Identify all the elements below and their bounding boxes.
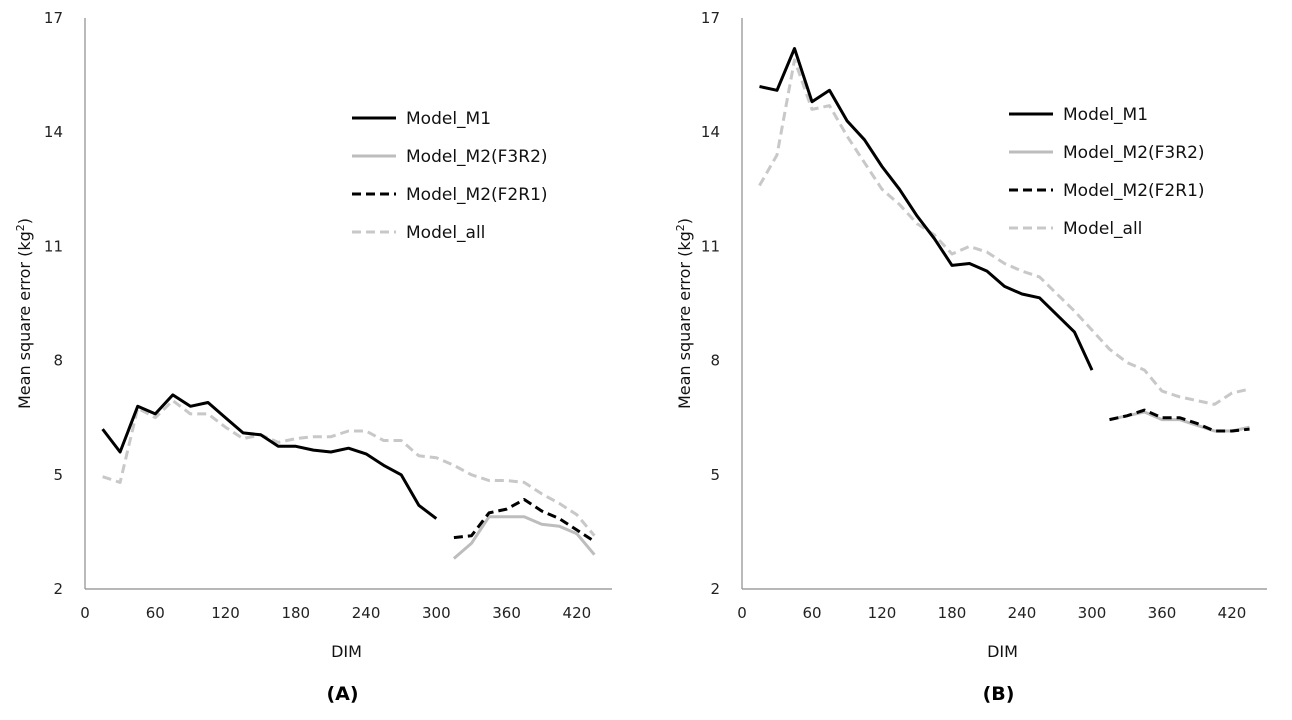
y-tick-label: 11 — [701, 237, 720, 255]
x-tick-label: 120 — [211, 604, 240, 622]
chart-panel-1: 2 5 8 11 14 17 0 60 120 180 240 300 360 420 DIM Mean sq… — [14, 9, 612, 705]
y-axis-label-end: ) — [15, 218, 34, 224]
y-tick-label: 17 — [701, 9, 720, 27]
legend-label: Model_M2(F3R2) — [1063, 143, 1205, 163]
series-line-model-m2-f2r1 — [1109, 408, 1250, 433]
legend-label: Model_M2(F2R1) — [1063, 181, 1205, 201]
legend-label: Model_M2(F2R1) — [406, 185, 548, 205]
x-tick-label: 420 — [563, 604, 592, 622]
chart-panel-2: 2 5 8 11 14 17 0 60 120 180 240 300 360 420 DIM Mean sq… — [674, 9, 1267, 705]
x-tick-label: 300 — [422, 604, 451, 622]
x-axis-label: DIM — [987, 642, 1018, 661]
series-line-model-m2-f3r2 — [452, 515, 596, 560]
series-line-model-m1 — [759, 47, 1094, 371]
x-tick-label: 60 — [802, 604, 821, 622]
panel-label: (B) — [983, 683, 1015, 705]
x-tick-label: 0 — [737, 604, 747, 622]
y-tick-label: 5 — [53, 466, 63, 484]
series-line-model-all — [758, 58, 1250, 406]
y-axis-label: Mean square error (kg2) — [674, 218, 694, 409]
y-tick-label: 14 — [701, 123, 720, 141]
y-tick-label: 8 — [53, 352, 63, 370]
y-tick-label: 5 — [710, 466, 720, 484]
legend: Model_M1 Model_M2(F3R2) Model_M2(F2R1) Mode… — [352, 109, 548, 243]
legend-label: Model_M1 — [1063, 105, 1148, 125]
y-axis-label-superscript: 2 — [14, 224, 27, 231]
y-tick-label: 11 — [44, 237, 63, 255]
y-tick-label: 17 — [44, 9, 63, 27]
y-tick-label: 8 — [710, 352, 720, 370]
series-line-model-m2-f3r2 — [1109, 410, 1250, 433]
x-tick-label: 240 — [1008, 604, 1037, 622]
series-line-model-m2-f2r1 — [453, 498, 596, 543]
x-tick-label: 300 — [1078, 604, 1107, 622]
legend-label: Model_M1 — [406, 109, 491, 129]
legend-label: Model_M2(F3R2) — [406, 147, 548, 167]
x-tick-label: 360 — [1148, 604, 1177, 622]
y-tick-label: 2 — [710, 580, 720, 598]
y-axis-label-main: Mean square error (kg — [675, 231, 694, 409]
y-tick-label: 14 — [44, 123, 63, 141]
x-tick-label: 120 — [868, 604, 897, 622]
x-tick-label: 420 — [1218, 604, 1247, 622]
x-axis-label: DIM — [331, 642, 362, 661]
y-tick-label: 2 — [53, 580, 63, 598]
y-axis-label-superscript: 2 — [674, 224, 687, 231]
x-tick-label: 0 — [80, 604, 90, 622]
x-tick-label: 180 — [938, 604, 967, 622]
series-line-model-m1 — [101, 393, 438, 520]
series-line-model-all — [102, 399, 596, 537]
x-tick-label: 180 — [281, 604, 310, 622]
x-tick-label: 360 — [492, 604, 521, 622]
legend-label: Model_all — [406, 223, 485, 243]
panel-label: (A) — [326, 683, 358, 705]
y-axis-label: Mean square error (kg2) — [14, 218, 34, 409]
legend-label: Model_all — [1063, 219, 1142, 239]
legend: Model_M1 Model_M2(F3R2) Model_M2(F2R1) Mode… — [1009, 105, 1205, 239]
x-tick-label: 240 — [352, 604, 381, 622]
y-axis-label-end: ) — [675, 218, 694, 224]
y-axis-label-main: Mean square error (kg — [15, 231, 34, 409]
x-tick-label: 60 — [146, 604, 165, 622]
